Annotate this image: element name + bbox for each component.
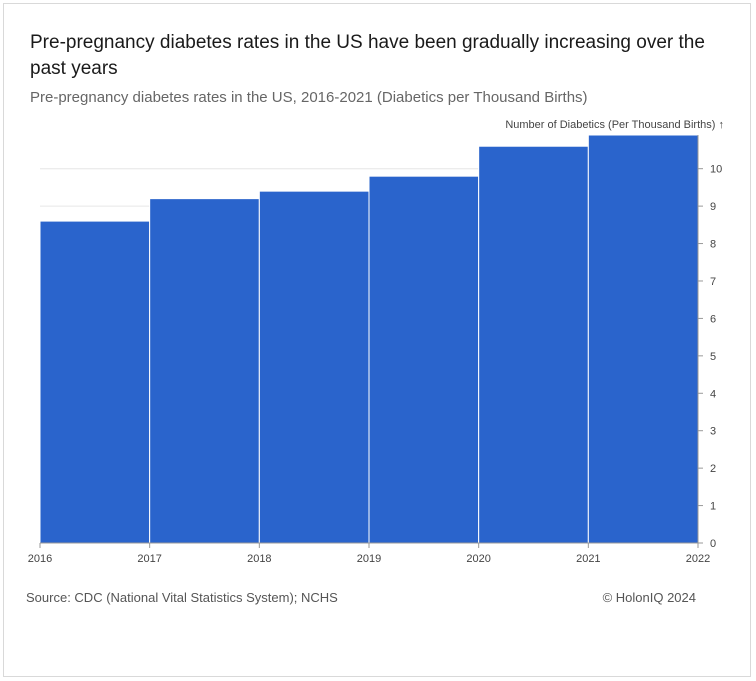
x-tick-label: 2016 (28, 553, 52, 565)
y-axis-title: Number of Diabetics (Per Thousand Births… (505, 119, 724, 131)
y-tick-label: 4 (710, 388, 716, 400)
x-tick-label: 2019 (357, 553, 381, 565)
x-tick-label: 2017 (137, 553, 161, 565)
y-tick-label: 1 (710, 501, 716, 513)
copyright-note: © HolonIQ 2024 (602, 590, 696, 605)
bar (587, 134, 699, 544)
bar (478, 145, 589, 544)
x-tick-label: 2020 (466, 553, 490, 565)
chart-title: Pre-pregnancy diabetes rates in the US h… (30, 32, 705, 79)
bar (258, 190, 370, 544)
y-tick-label: 5 (710, 351, 716, 363)
y-tick-label: 3 (710, 426, 716, 438)
y-tick-label: 8 (710, 239, 716, 251)
y-tick-label: 0 (710, 538, 716, 550)
source-note: Source: CDC (National Vital Statistics S… (26, 590, 338, 605)
bar (149, 198, 260, 544)
y-tick-label: 6 (710, 313, 716, 325)
bar (368, 175, 480, 544)
x-tick-label: 2018 (247, 553, 271, 565)
x-tick-label: 2022 (686, 553, 710, 565)
y-tick-label: 7 (710, 276, 716, 288)
chart-subtitle: Pre-pregnancy diabetes rates in the US, … (30, 89, 588, 106)
y-tick-label: 10 (710, 164, 722, 176)
y-tick-label: 2 (710, 463, 716, 475)
bar (39, 220, 151, 544)
y-tick-label: 9 (710, 201, 716, 213)
x-tick-label: 2021 (576, 553, 600, 565)
